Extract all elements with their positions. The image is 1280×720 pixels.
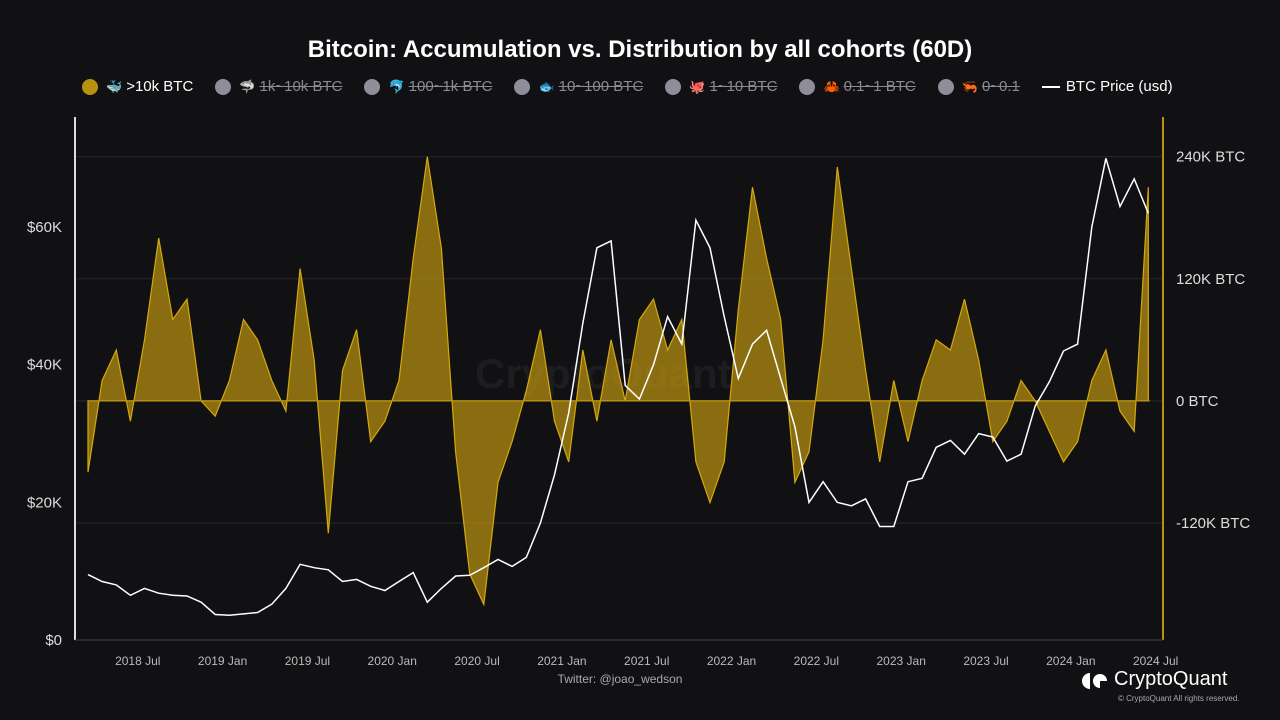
octopus-icon: 🐙 — [689, 78, 706, 94]
chart-title: Bitcoin: Accumulation vs. Distribution b… — [307, 36, 973, 63]
fish-icon: 🐟 — [538, 78, 555, 94]
x-tick-label: 2021 Jan — [537, 654, 586, 668]
line-swatch — [1041, 85, 1060, 88]
x-tick-label: 2019 Jan — [198, 654, 247, 668]
dolphin-icon: 🐬 — [388, 78, 405, 94]
x-tick-label: 2023 Jan — [876, 654, 925, 668]
cryptoquant-logo-icon — [1082, 672, 1108, 689]
y-left-tick-label: $60K — [27, 219, 62, 236]
x-tick-label: 2021 Jul — [624, 654, 669, 668]
y-right-tick-label: -120K BTC — [1176, 515, 1250, 532]
x-tick-label: 2020 Jul — [454, 654, 499, 668]
x-tick-label: 2024 Jan — [1046, 654, 1095, 668]
brand-logo: CryptoQuant — [1082, 668, 1227, 691]
shark-icon: 🦈 — [239, 78, 256, 94]
y-left-tick-label: $20K — [27, 494, 62, 511]
shrimp-icon: 🦐 — [961, 78, 978, 94]
legend-dot — [799, 78, 816, 95]
whale-icon: 🐳 — [106, 78, 123, 94]
legend-dot — [937, 78, 954, 95]
y-right-tick-label: 120K BTC — [1176, 271, 1245, 288]
legend-dot — [82, 78, 98, 95]
x-tick-label: 2018 Jul — [115, 654, 160, 668]
y-left-tick-label: $0 — [45, 632, 62, 649]
accumulation-area-10k — [87, 156, 1149, 607]
legend-item-1-10[interactable]: 🐙 1~10 BTC — [665, 78, 777, 95]
legend-item-10-100[interactable]: 🐟 10~100 BTC — [514, 78, 643, 95]
legend-item-10k[interactable]: 🐳 >10k BTC — [82, 78, 193, 95]
x-tick-label: 2022 Jan — [707, 654, 756, 668]
legend-item-1k-10k[interactable]: 🦈 1k~10k BTC — [215, 78, 342, 95]
y-right-tick-label: 240K BTC — [1176, 149, 1245, 166]
y-left-tick-label: $40K — [27, 357, 62, 374]
legend-item-100-1k[interactable]: 🐬 100~1k BTC — [364, 78, 492, 95]
credit: Twitter: @joao_wedson — [557, 672, 683, 686]
copyright: © CryptoQuant All rights reserved. — [1118, 694, 1240, 703]
btc-price-line — [87, 158, 1149, 616]
legend-dot — [215, 78, 232, 95]
x-tick-label: 2022 Jul — [794, 654, 839, 668]
legend-dot — [514, 78, 531, 95]
crab-icon: 🦀 — [823, 78, 840, 94]
y-right-tick-label: 0 BTC — [1176, 393, 1219, 410]
x-tick-label: 2019 Jul — [285, 654, 330, 668]
legend-item-0.1-1[interactable]: 🦀 0.1~1 BTC — [799, 78, 916, 95]
legend-dot — [364, 78, 381, 95]
x-tick-label: 2020 Jan — [368, 654, 417, 668]
legend-dot — [665, 78, 682, 95]
legend: 🐳 >10k BTC 🦈 1k~10k BTC 🐬 100~1k BTC 🐟 10~10… — [82, 78, 1195, 95]
legend-item-price[interactable]: BTC Price (usd) — [1041, 78, 1173, 95]
brand-name: CryptoQuant — [1114, 668, 1228, 690]
x-tick-label: 2024 Jul — [1133, 654, 1178, 668]
legend-item-0-0.1[interactable]: 🦐 0~0.1 — [937, 78, 1020, 95]
x-tick-label: 2023 Jul — [963, 654, 1008, 668]
